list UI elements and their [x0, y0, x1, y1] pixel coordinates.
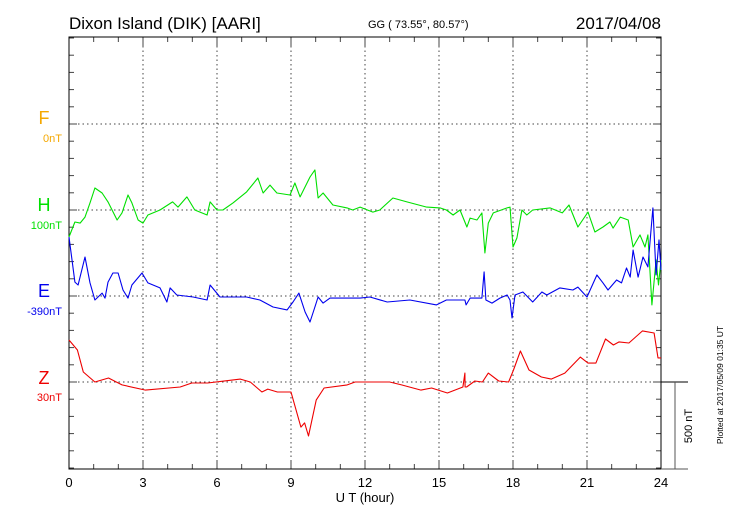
x-tick-label: 18: [506, 475, 520, 490]
x-tick-label: 12: [358, 475, 372, 490]
station-coordinates: GG ( 73.55°, 80.57°): [368, 19, 469, 31]
series-label-e: E: [38, 281, 50, 301]
series-labels: F 0nT H 100nT E -390nT Z 30nT: [27, 108, 62, 404]
x-tick-label: 21: [580, 475, 594, 490]
scale-bar: 500 nT: [661, 381, 695, 470]
plot-frame: [68, 36, 662, 470]
chart-date: 2017/04/08: [576, 14, 661, 33]
trace-e: [68, 207, 662, 323]
series-label-z: Z: [39, 368, 50, 388]
baseline-label-h: 100nT: [31, 220, 62, 232]
x-axis-label: U T (hour): [336, 490, 395, 505]
scale-bar-label: 500 nT: [683, 409, 695, 444]
grid: [69, 37, 661, 469]
x-tick-label: 9: [287, 475, 294, 490]
x-tick-label: 6: [213, 475, 220, 490]
chart-title: Dixon Island (DIK) [AARI]: [69, 14, 261, 33]
trace-h: [68, 169, 662, 306]
series-label-f: F: [39, 108, 50, 128]
x-tick-label: 0: [65, 475, 72, 490]
trace-z: [68, 330, 661, 437]
series-label-h: H: [38, 195, 51, 215]
baseline-label-e: -390nT: [27, 306, 62, 318]
traces: [68, 169, 662, 437]
x-tick-label: 24: [654, 475, 668, 490]
plotted-timestamp: Plotted at 2017/05/09 01:35 UT: [715, 326, 725, 444]
x-tick-label: 3: [139, 475, 146, 490]
axis-ticks: [68, 37, 662, 469]
x-tick-labels: 0 3 6 9 12 15 18 21 24: [65, 475, 668, 490]
x-tick-label: 15: [432, 475, 446, 490]
baseline-label-f: 0nT: [43, 133, 62, 145]
baseline-label-z: 30nT: [37, 392, 62, 404]
